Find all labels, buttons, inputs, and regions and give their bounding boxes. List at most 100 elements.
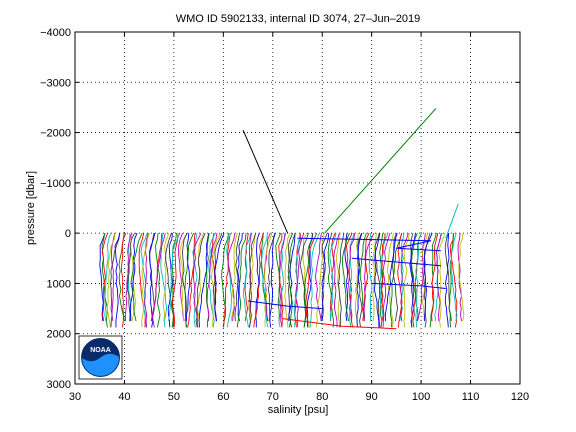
profile-line — [155, 233, 161, 328]
profile-line — [305, 232, 318, 322]
profile-line — [335, 233, 341, 328]
profile-line — [140, 232, 148, 328]
series-line — [282, 318, 397, 330]
y-tick-label: 1000 — [47, 278, 71, 290]
profiles-layer — [99, 232, 465, 328]
y-tick-label: −2000 — [40, 128, 71, 140]
profile-line — [167, 232, 181, 322]
profile-line — [198, 233, 210, 328]
profile-line — [329, 232, 337, 322]
y-tick-label: −4000 — [40, 27, 71, 39]
profile-line — [303, 233, 313, 328]
series-line — [445, 203, 459, 239]
profile-line — [114, 232, 121, 328]
x-tick-label: 120 — [511, 391, 529, 403]
series-layer — [242, 108, 459, 330]
series-line — [242, 129, 289, 234]
x-tick-label: 40 — [118, 391, 130, 403]
profile-line — [372, 233, 378, 322]
profile-line — [450, 232, 458, 322]
profile-line — [120, 232, 127, 328]
profile-line — [344, 233, 349, 322]
profile-line — [111, 233, 116, 322]
profile-line — [99, 232, 106, 322]
profile-line — [327, 232, 335, 328]
series-line — [351, 257, 441, 267]
profile-line — [184, 232, 195, 328]
profile-line — [374, 232, 381, 328]
profile-line — [342, 232, 350, 322]
profile-line — [279, 233, 287, 328]
y-tick-label: 3000 — [47, 379, 71, 391]
profile-line — [345, 232, 354, 328]
profile-line — [127, 232, 136, 322]
profile-line — [253, 232, 264, 328]
profile-line — [248, 233, 257, 322]
profile-line — [448, 233, 454, 328]
profile-line — [362, 232, 370, 322]
x-tick-label: 110 — [462, 391, 480, 403]
profile-line — [284, 232, 291, 328]
y-tick-label: 0 — [65, 228, 71, 240]
profile-line — [192, 233, 198, 328]
profile-line — [368, 233, 373, 322]
y-tick-label: −3000 — [40, 77, 71, 89]
profile-line — [458, 233, 465, 322]
profile-line — [314, 233, 322, 322]
profile-line — [363, 232, 375, 322]
profile-line — [236, 233, 247, 328]
profile-line — [243, 233, 252, 328]
x-tick-label: 80 — [316, 391, 328, 403]
profile-line — [141, 232, 150, 328]
profile-line — [130, 232, 143, 322]
profile-line — [192, 232, 202, 328]
x-tick-label: 60 — [217, 391, 229, 403]
profile-line — [415, 232, 423, 328]
profile-line — [230, 232, 238, 322]
profile-line — [411, 232, 422, 328]
profile-line — [269, 232, 276, 328]
profile-line — [400, 232, 409, 322]
series-line — [297, 237, 441, 252]
series-line — [248, 300, 323, 310]
x-axis-title: salinity [psu] — [268, 404, 329, 416]
profile-line — [237, 233, 243, 322]
profile-line — [356, 232, 363, 328]
profile-line — [162, 232, 170, 322]
profile-line — [275, 232, 282, 322]
profile-line — [226, 232, 233, 328]
y-tick-label: 2000 — [47, 329, 71, 341]
profile-line — [106, 233, 116, 328]
profile-line — [104, 232, 112, 322]
profile-line — [182, 232, 188, 328]
noaa-logo: NOAA — [78, 335, 123, 380]
series-line — [324, 108, 437, 234]
logo-seagull-shape — [81, 338, 120, 362]
y-axis-title: pressure [dbar] — [25, 171, 37, 245]
x-tick-label: 90 — [366, 391, 378, 403]
profile-line — [382, 232, 391, 328]
profile-line — [101, 232, 109, 322]
profile-line — [149, 233, 156, 328]
grid-lines — [75, 32, 520, 384]
logo-text: NOAA — [90, 347, 111, 354]
profile-line — [267, 232, 276, 322]
profile-line — [354, 233, 359, 322]
profile-line — [221, 233, 230, 328]
profile-line — [287, 232, 296, 328]
x-tick-label: 50 — [168, 391, 180, 403]
profile-line — [384, 232, 398, 322]
profile-line — [234, 233, 240, 322]
profile-line — [124, 232, 132, 322]
x-tick-label: 70 — [267, 391, 279, 403]
profile-line — [373, 233, 381, 328]
x-tick-label: 100 — [412, 391, 430, 403]
profile-line — [320, 232, 328, 322]
profile-line — [457, 233, 462, 322]
profile-line — [309, 232, 320, 328]
profile-line — [248, 232, 257, 328]
profile-line — [118, 233, 125, 322]
profile-line — [357, 232, 363, 328]
profile-line — [379, 232, 389, 322]
profile-line — [151, 232, 166, 328]
